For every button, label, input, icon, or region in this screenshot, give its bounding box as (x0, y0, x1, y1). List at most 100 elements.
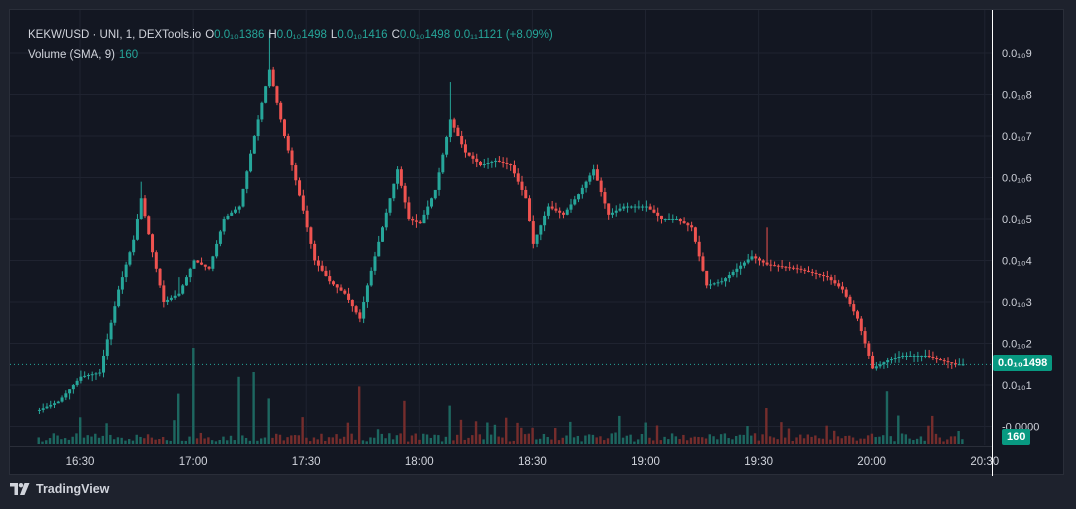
candle-body (678, 219, 682, 222)
candle-body (388, 198, 392, 213)
volume-bar (595, 437, 598, 444)
volume-bar (697, 437, 700, 444)
candle-body (169, 297, 173, 300)
candle-body (561, 212, 565, 215)
volume-bar (471, 435, 474, 444)
volume-bar (712, 436, 715, 444)
volume-bar (195, 438, 199, 444)
candle-body (241, 188, 245, 207)
candle-body (347, 293, 351, 300)
open-value: 0.0₁₀1386 (214, 29, 265, 41)
candle-body (475, 158, 479, 162)
volume-bar (346, 422, 350, 444)
volume-bar (787, 428, 791, 444)
candle-body (490, 161, 494, 163)
candle-body (196, 260, 200, 263)
volume-bar (855, 440, 859, 444)
chart-frame[interactable]: 0.0₁₀9 0.0₁₀8 0.0₁₀7 0.0₁₀6 0.0₁₀5 0.0₁₀4 0.0₁… (9, 9, 1065, 476)
volume-bar (395, 435, 399, 444)
candle-body (724, 278, 728, 282)
candle-body (75, 380, 79, 385)
candle-body (852, 304, 856, 312)
volume-bar (429, 437, 433, 444)
volume-bar (523, 434, 527, 444)
candlestick-chart[interactable]: 0.0₁₀9 0.0₁₀8 0.0₁₀7 0.0₁₀6 0.0₁₀5 0.0₁₀4 0.0₁… (10, 10, 1065, 476)
volume-bar (203, 438, 206, 444)
volume-bar (226, 440, 229, 444)
volume-bar (908, 438, 911, 444)
volume-bar (554, 427, 557, 444)
volume-bar (648, 437, 651, 444)
volume-bar (931, 415, 934, 444)
candle-body (946, 361, 950, 363)
x-tick-label: 20:30 (970, 456, 999, 468)
volume-bar (629, 434, 632, 444)
y-tick-label: 0.0₁₀1 (1002, 380, 1032, 392)
candle-body (301, 195, 305, 211)
volume-bar (112, 439, 116, 444)
volume-bar (603, 440, 606, 444)
volume-bar (301, 417, 304, 444)
candle-body (41, 408, 45, 410)
volume-label[interactable]: Volume (SMA, 9) (28, 49, 115, 61)
symbol-label[interactable]: KEKW/USD · UNI, 1, DEXTools.io (28, 29, 202, 41)
volume-bar (184, 440, 187, 444)
candle-body (339, 287, 343, 291)
candle-body (735, 268, 739, 272)
candle-body (644, 206, 648, 208)
candle-body (166, 299, 170, 302)
volume-bar (418, 439, 421, 444)
candle-body (720, 281, 724, 283)
candle-body (433, 189, 437, 199)
volume-bar (388, 433, 391, 444)
candle-body (908, 355, 912, 357)
candle-body (68, 389, 72, 394)
candle-body (856, 311, 860, 319)
volume-bar (350, 433, 353, 444)
candle-body (422, 214, 426, 224)
candle-body (927, 355, 931, 357)
volume-bar (527, 433, 531, 444)
volume-bar (60, 439, 63, 444)
volume-bar (682, 434, 685, 444)
volume-bar (508, 441, 512, 444)
volume-bar (727, 438, 730, 444)
volume-bar (900, 433, 904, 444)
volume-bar (825, 425, 828, 444)
volume-bar (957, 430, 960, 444)
candle-body (384, 212, 388, 228)
tradingview-branding[interactable]: TradingView (10, 482, 109, 496)
volume-bar (207, 437, 210, 444)
volume-bar (512, 440, 515, 444)
volume-bar (478, 434, 482, 444)
volume-bar (535, 439, 538, 444)
candle-body (267, 69, 271, 87)
volume-bar (644, 422, 647, 444)
volume-bar (897, 415, 900, 444)
volume-bar (237, 376, 240, 444)
candle-body (686, 223, 690, 226)
candle-body (961, 364, 965, 366)
volume-bar (124, 440, 127, 444)
candle-body (396, 169, 400, 184)
candle-body (697, 241, 701, 257)
volume-bar (56, 435, 59, 444)
candle-body (671, 219, 675, 220)
candle-body (825, 276, 829, 278)
x-tick-label: 17:30 (292, 456, 321, 468)
volume-bar (361, 440, 365, 444)
volume-bar (520, 427, 523, 444)
x-tick-label: 19:30 (744, 456, 773, 468)
volume-bar (866, 435, 870, 444)
volume-bar (701, 437, 704, 444)
volume-bar (799, 434, 802, 444)
candle-body (328, 276, 332, 282)
volume-bar (233, 440, 236, 444)
candle-body (516, 173, 520, 182)
volume-bar (716, 439, 719, 444)
volume-bar (550, 439, 553, 444)
close-label: C (391, 29, 400, 41)
volume-bar (116, 437, 120, 444)
candle-body (569, 204, 573, 210)
candle-body (874, 366, 878, 369)
